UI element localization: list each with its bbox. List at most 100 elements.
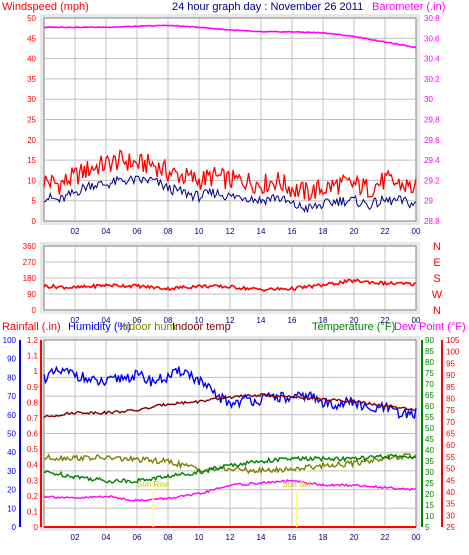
barometer-tick-label: 30.4 (424, 55, 440, 64)
dewpoint-tick-label: 65 (446, 430, 455, 439)
wind-average-line (43, 175, 417, 213)
rainfall-tick-label: 0.2 (27, 492, 39, 501)
windspeed-tick-label: 10 (27, 176, 36, 185)
compass-tick-label: N (433, 305, 441, 317)
legend-indoor-temp: Indoor temp (172, 321, 231, 333)
compass-tick-label: S (433, 273, 440, 285)
windspeed-tick-label: 50 (27, 14, 36, 23)
rainfall-tick-label: 1 (34, 367, 39, 376)
chart-title: 24 hour graph day : November 26 2011 (172, 1, 363, 13)
x-tick-label: 06 (133, 316, 142, 325)
x-tick-label: 02 (71, 316, 80, 325)
windspeed-tick-label: 25 (27, 116, 36, 125)
dewpoint-tick-label: 35 (446, 500, 455, 509)
legend-rainfall: Rainfall (.in) (2, 321, 61, 333)
windspeed-tick-label: 40 (27, 55, 36, 64)
dewpoint-tick-label: 100 (446, 348, 460, 357)
dewpoint-tick-label: 80 (446, 394, 455, 403)
x-tick-label: 08 (164, 227, 173, 236)
x-tick-label: 12 (226, 227, 235, 236)
x-tick-label: 16 (288, 227, 297, 236)
rainfall-tick-label: 1.1 (27, 352, 39, 361)
x-tick-label: 18 (319, 316, 328, 325)
x-tick-label: 02 (71, 227, 80, 236)
indoor-temp-line (43, 392, 417, 419)
humidity-tick-label: 20 (7, 486, 16, 495)
direction-tick-label: 360 (23, 242, 37, 251)
x-tick-label: 04 (102, 227, 111, 236)
temperature-tick-label: 60 (425, 402, 434, 411)
dewpoint-tick-label: 50 (446, 465, 455, 474)
rainfall-tick-label: 0.8 (27, 398, 39, 407)
barometer-tick-label: 30.8 (424, 14, 440, 23)
dewpoint-tick-label: 75 (446, 406, 455, 415)
rainfall-tick-label: 0.4 (27, 461, 39, 470)
temperature-tick-label: 85 (425, 347, 434, 356)
barometer-tick-label: 30.2 (424, 75, 440, 84)
legend-dewpoint: Dew Point (°F) (394, 321, 466, 333)
direction-tick-label: 180 (23, 274, 37, 283)
indoor-hum-line (43, 453, 417, 475)
windspeed-axis-label: Windspeed (mph) (2, 1, 89, 13)
windspeed-tick-label: 45 (27, 34, 36, 43)
temperature-tick-label: 90 (425, 336, 434, 345)
temperature-tick-label: 55 (425, 413, 434, 422)
x-tick-label: 20 (350, 227, 359, 236)
dewpoint-tick-label: 70 (446, 418, 455, 427)
compass-tick-label: W (432, 289, 443, 301)
temperature-tick-label: 5 (425, 523, 430, 532)
x-tick-label: 12 (226, 316, 235, 325)
barometer-tick-label: 30.6 (424, 34, 440, 43)
barometer-axis-label: Barometer (.in) (372, 1, 445, 13)
rainfall-tick-label: 0.3 (27, 476, 39, 485)
dewpoint-tick-label: 55 (446, 453, 455, 462)
x-tick-label: 10 (195, 227, 204, 236)
wind-direction-line (43, 278, 417, 293)
windspeed-tick-label: 0 (32, 217, 37, 226)
x-tick-label: 16 (288, 316, 297, 325)
compass-tick-label: E (433, 257, 440, 269)
sunset-label: Sun Set (282, 480, 311, 489)
rainfall-tick-label: 0.6 (27, 430, 39, 439)
barometer-tick-label: 30 (424, 95, 433, 104)
x-tick-label: 00 (412, 316, 421, 325)
direction-tick-label: 270 (23, 258, 37, 267)
temperature-tick-label: 15 (425, 501, 434, 510)
temperature-tick-label: 65 (425, 391, 434, 400)
x-tick-label: 18 (319, 227, 328, 236)
humidity-line (43, 365, 417, 420)
windspeed-tick-label: 35 (27, 75, 36, 84)
temperature-tick-label: 30 (425, 468, 434, 477)
windspeed-tick-label: 20 (27, 136, 36, 145)
x-tick-label: 22 (381, 316, 390, 325)
dewpoint-tick-label: 40 (446, 488, 455, 497)
rainfall-tick-label: 0.5 (27, 445, 39, 454)
barometer-tick-label: 29.4 (424, 156, 440, 165)
dewpoint-tick-label: 60 (446, 441, 455, 450)
dewpoint-tick-label: 25 (446, 523, 455, 532)
x-tick-label: 20 (350, 533, 359, 542)
rainfall-tick-label: 0.1 (27, 507, 39, 516)
x-tick-label: 12 (226, 533, 235, 542)
legend-humidity: Humidity (%) (68, 321, 131, 333)
x-tick-label: 22 (381, 227, 390, 236)
x-tick-label: 00 (412, 227, 421, 236)
legend-temperature: Temperature (°F) (312, 321, 395, 333)
x-tick-label: 00 (412, 533, 421, 542)
x-tick-label: 18 (319, 533, 328, 542)
temperature-tick-label: 40 (425, 446, 434, 455)
humidity-tick-label: 50 (7, 430, 16, 439)
direction-tick-label: 90 (27, 290, 36, 299)
rainfall-tick-label: 0.9 (27, 383, 39, 392)
compass-tick-label: N (433, 241, 441, 253)
x-tick-label: 14 (257, 533, 266, 542)
dewpoint-tick-label: 45 (446, 476, 455, 485)
x-tick-label: 22 (381, 533, 390, 542)
temperature-tick-label: 50 (425, 424, 434, 433)
humidity-tick-label: 100 (3, 336, 17, 345)
x-tick-label: 14 (257, 227, 266, 236)
humidity-tick-label: 80 (7, 373, 16, 382)
humidity-tick-label: 30 (7, 467, 16, 476)
x-tick-label: 04 (102, 533, 111, 542)
